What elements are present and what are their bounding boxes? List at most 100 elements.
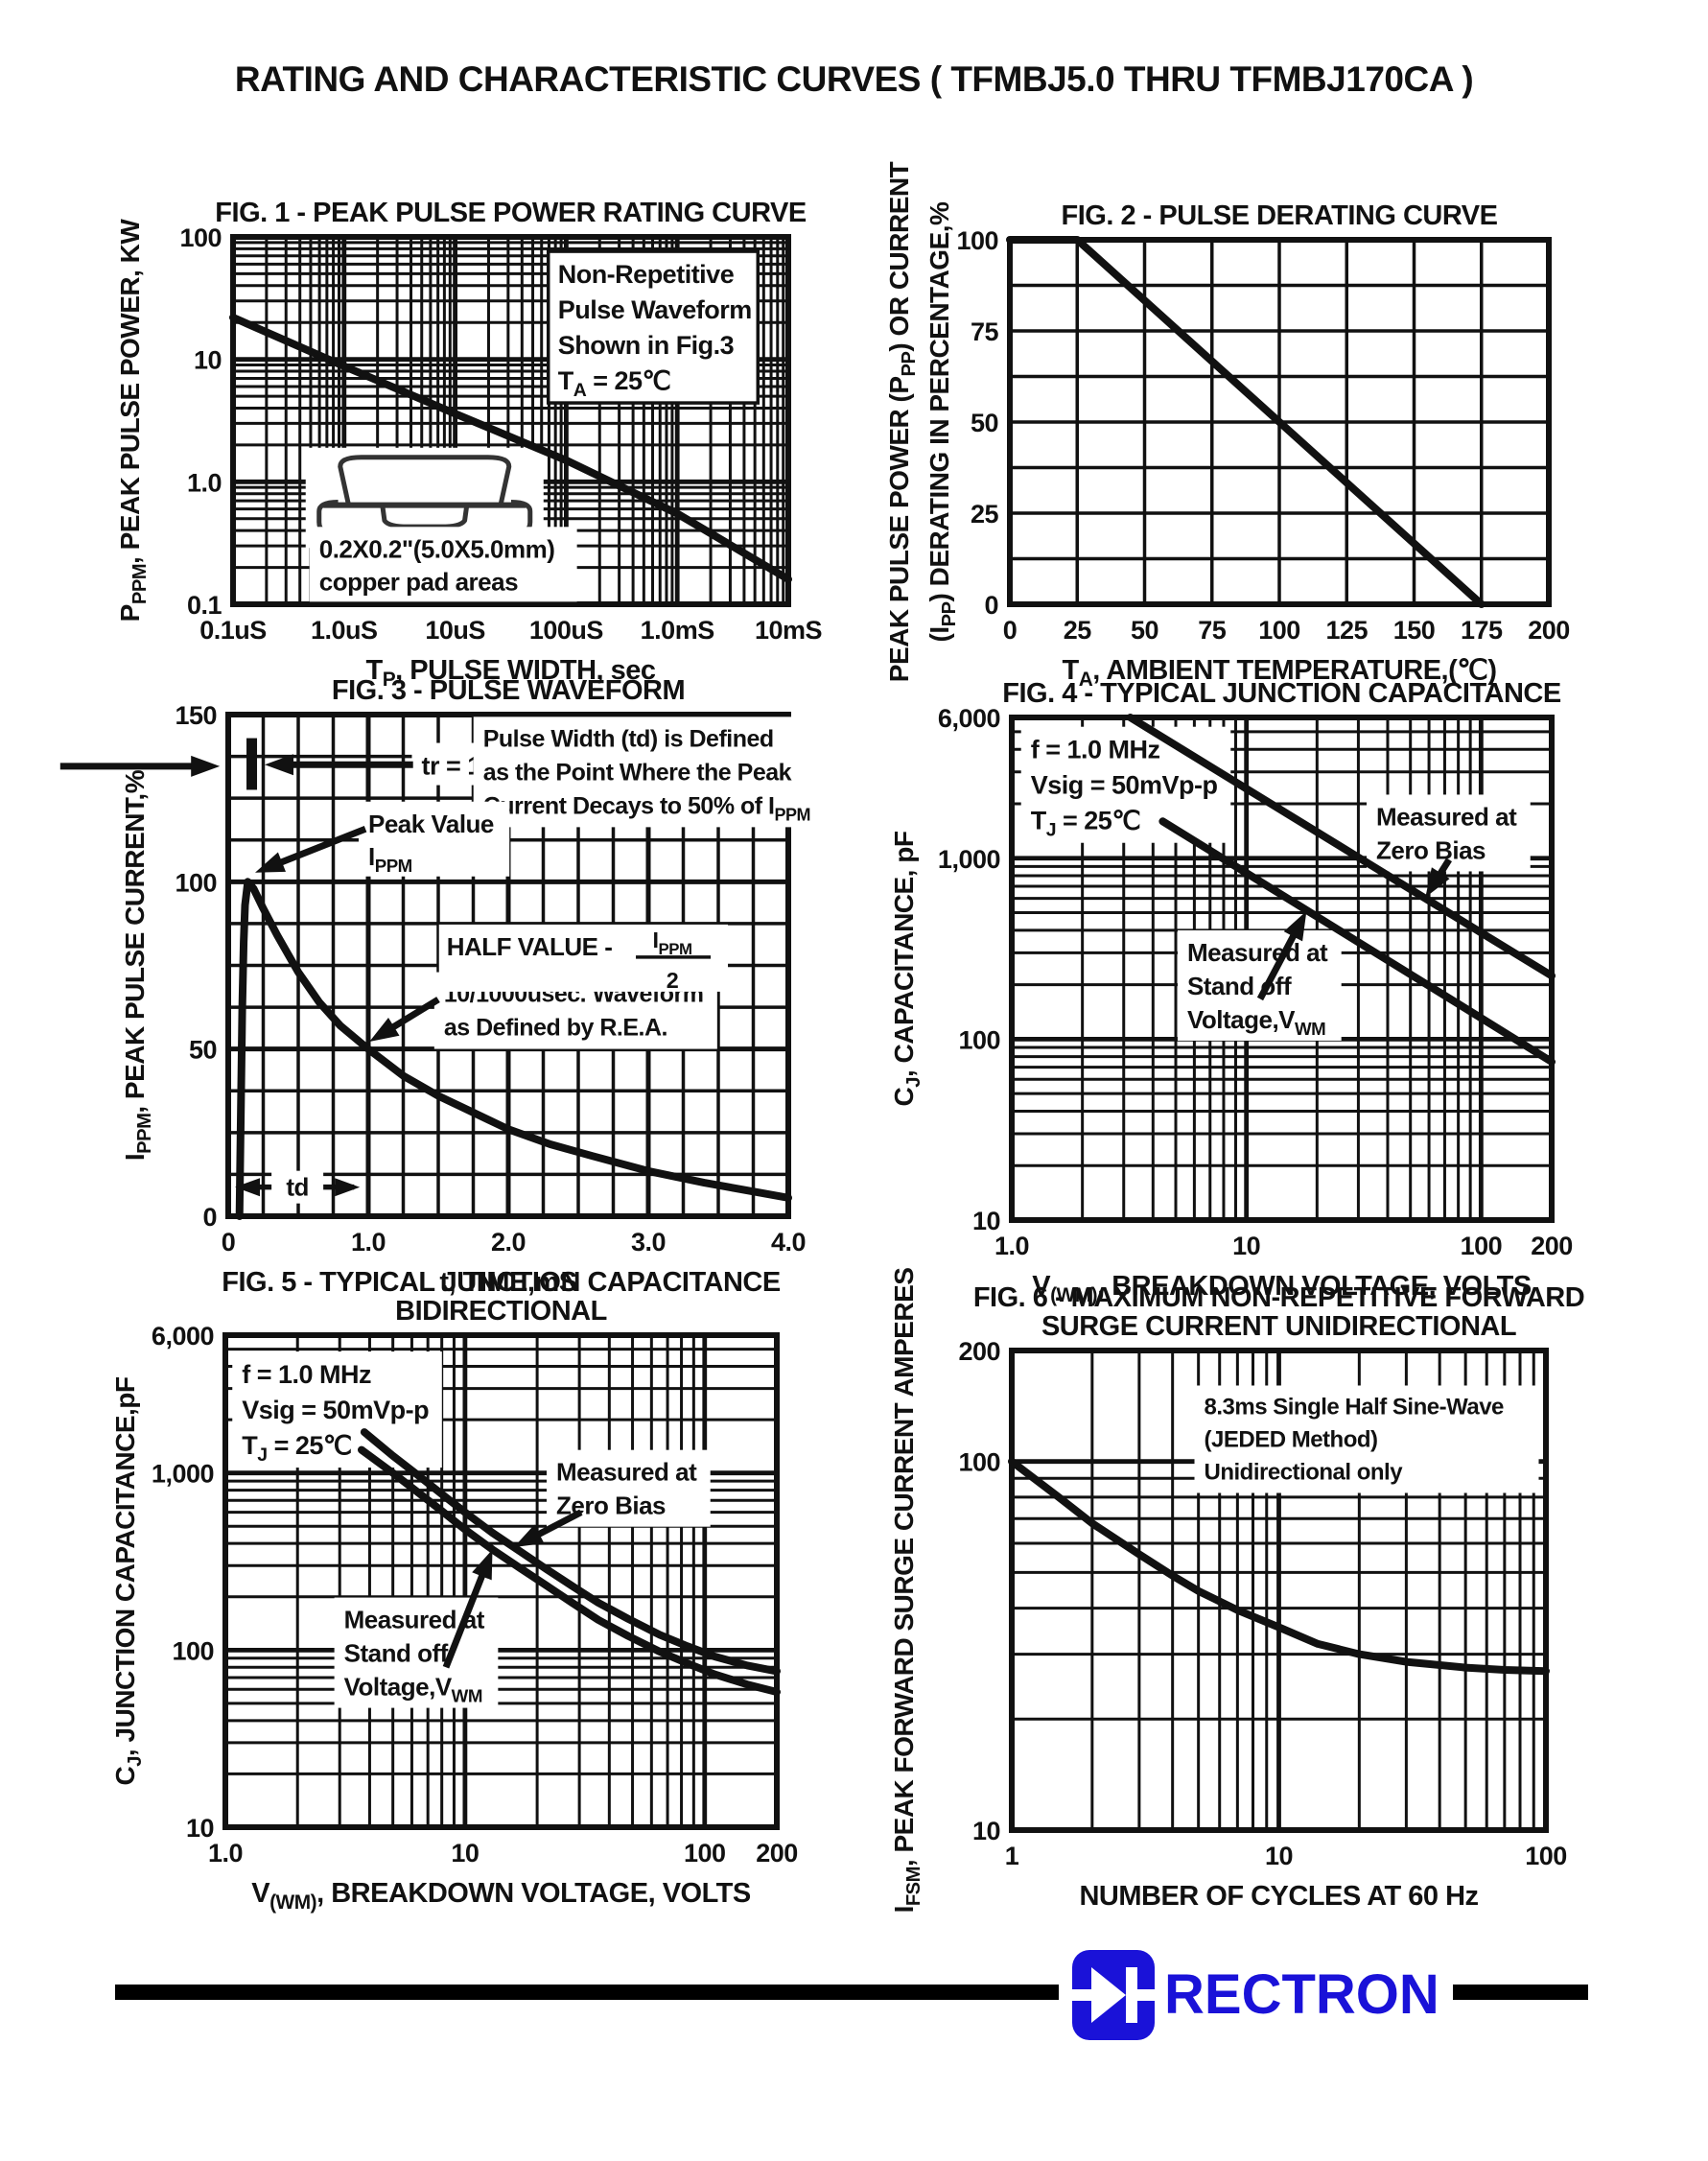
plot-border <box>230 234 791 607</box>
y-axis-label: (IPP) DERATING IN PERCENTAGE,% <box>924 201 960 642</box>
x-tick-label: 200 <box>1531 1232 1573 1260</box>
textbox-bg <box>334 1597 499 1708</box>
chart-title: FIG. 6 - MAXIMUM NON-REPETITIVE FORWARD <box>973 1282 1584 1313</box>
y-axis-label: PEAK PULSE POWER (PPP) OR CURRENT <box>884 161 920 682</box>
y-tick-label: 100 <box>175 868 217 897</box>
y-axis-label: PPPM, PEAK PULSE POWER, KW <box>115 219 151 622</box>
annotation-text: IPPM <box>368 842 412 876</box>
y-tick-label: 10 <box>194 346 222 375</box>
annotation-text: (JEDED Method) <box>1205 1427 1378 1453</box>
brand-name: RECTRON <box>1164 1963 1439 2026</box>
arrow-head <box>191 755 221 777</box>
tr-marker-bar <box>246 738 258 790</box>
textbox-bg <box>1177 929 1342 1041</box>
annotation-text: Peak Value <box>368 810 494 838</box>
fig2: FIG. 2 - PULSE DERATING CURVE 0 25 50 75 100 1… <box>884 161 1570 691</box>
arrow-line <box>442 1563 490 1669</box>
x-tick-label: 100 <box>1525 1842 1567 1870</box>
textbox-bg <box>473 716 856 828</box>
textbox-bg <box>309 527 577 602</box>
y-axis-label: CJ, JUNCTION CAPACITANCE,pF <box>110 1376 146 1785</box>
x-tick-label: 175 <box>1461 616 1503 645</box>
series-stand-off-voltage <box>1158 817 1556 1066</box>
annotation-boxes: f = 1.0 MHz Vsig = 50mVp-p TJ = 25℃ Measure… <box>1020 726 1531 1041</box>
series-zero-bias <box>1126 714 1556 980</box>
arrow-head <box>255 852 286 873</box>
annotation-marks: HALF VALUE - IPPM 2 td <box>59 738 729 1204</box>
y-tick-label: 200 <box>958 1337 1000 1366</box>
x-axis-label: TA, AMBIENT TEMPERATURE,(℃) <box>1062 655 1496 691</box>
y-tick-label: 0 <box>984 591 998 620</box>
x-axis-label: V(WM), BREAKDOWN VOLTAGE, VOLTS <box>251 1878 751 1914</box>
x-axis-label: t, TIME,mS <box>439 1267 576 1298</box>
y-tick-label: 50 <box>971 409 998 437</box>
y-axis-label: CJ, CAPACITANCE, pF <box>889 831 924 1106</box>
y-tick-label: 10 <box>186 1814 214 1843</box>
arrow-head <box>1283 910 1307 942</box>
x-tick-label: 10 <box>1232 1232 1260 1260</box>
arrow-head <box>513 1524 545 1548</box>
x-tick-label: 0 <box>222 1228 236 1257</box>
fig3: FIG. 3 - PULSE WAVEFORM 0 1.0 2.0 3.0 4.0 150 1… <box>59 675 856 1298</box>
y-tick-label: 1.0 <box>187 468 222 497</box>
chart-title: FIG. 1 - PEAK PULSE POWER RATING CURVE <box>215 198 807 228</box>
textbox-bg <box>232 1351 442 1468</box>
arrow-head <box>265 754 293 776</box>
annotation-text: Stand off <box>344 1639 449 1668</box>
x-tick-label: 10 <box>451 1839 479 1867</box>
series-surge-current <box>1008 1457 1550 1676</box>
plot-border <box>1009 1348 1549 1833</box>
diode-icon <box>1072 1950 1155 2040</box>
x-tick-label: 1.0mS <box>641 616 714 645</box>
x-tick-label: 0.1uS <box>199 616 267 645</box>
annotation-text: Vsig = 50mVp-p <box>242 1396 429 1424</box>
y-tick-label: 6,000 <box>938 704 1000 733</box>
annotation-text: Non-Repetitive <box>558 260 735 289</box>
annotation-text: f = 1.0 MHz <box>1031 736 1160 764</box>
annotation-marks <box>1256 857 1452 1001</box>
annotation-text: Shown in Fig.3 <box>558 331 735 360</box>
x-tick-label: 1.0 <box>351 1228 386 1257</box>
y-tick-label: 100 <box>958 1025 1000 1054</box>
arrow-head <box>369 1018 400 1042</box>
plot-border <box>1007 237 1552 607</box>
x-tick-label: 150 <box>1393 616 1436 645</box>
annotation-text: Measured at <box>556 1458 697 1487</box>
annotation-text: Stand off <box>1187 972 1292 1000</box>
arrow-head <box>235 1178 260 1197</box>
y-tick-label: 0.1 <box>187 591 222 620</box>
y-tick-label: 150 <box>175 701 217 730</box>
chart-title: SURGE CURRENT UNIDIRECTIONAL <box>1041 1311 1516 1342</box>
arrow-head <box>1425 867 1450 898</box>
chart-title: BIDIRECTIONAL <box>395 1296 607 1327</box>
x-tick-label: 10 <box>1265 1842 1293 1870</box>
annotation-boxes: 8.3ms Single Half Sine-Wave (JEDED Method… <box>1194 1385 1539 1493</box>
series-peak-pulse-power <box>229 314 792 583</box>
y-tick-label: 1,000 <box>938 845 1000 874</box>
annotation-text: copper pad areas <box>319 567 518 596</box>
x-tick-label: 50 <box>1131 616 1158 645</box>
x-tick-label: 2.0 <box>491 1228 526 1257</box>
x-tick-label: 200 <box>756 1839 798 1867</box>
plot-border <box>1009 715 1555 1223</box>
annotation-text: 0.2X0.2"(5.0X5.0mm) <box>319 534 555 563</box>
y-tick-label: 10 <box>972 1817 1000 1845</box>
arrow-line <box>269 825 367 870</box>
rectron-logo: RECTRON <box>1059 1950 1453 2040</box>
plot-border <box>222 1332 780 1830</box>
x-tick-label: 75 <box>1198 616 1227 645</box>
x-tick-label: 200 <box>1528 616 1570 645</box>
annotation-text: Pulse Waveform <box>558 295 752 324</box>
x-tick-label: 100 <box>684 1839 726 1867</box>
halfvalue-den: 2 <box>667 968 679 993</box>
halfvalue-num: IPPM <box>653 928 692 958</box>
y-tick-label: 10 <box>972 1207 1000 1235</box>
annotation-text: Pulse Width (td) is Defined <box>483 725 774 752</box>
y-axis-label: IFSM, PEAK FORWARD SURGE CURRENT AMPERES <box>889 1268 924 1914</box>
annotation-text: TJ = 25℃ <box>242 1431 351 1466</box>
annotation-text: Current Decays to 50% of IPPM <box>483 792 810 824</box>
annotation-text: TJ = 25℃ <box>1031 807 1140 841</box>
annotation-text: Measured at <box>1187 938 1328 967</box>
annotation-text: 8.3ms Single Half Sine-Wave <box>1205 1395 1505 1421</box>
y-tick-label: 6,000 <box>152 1322 214 1351</box>
